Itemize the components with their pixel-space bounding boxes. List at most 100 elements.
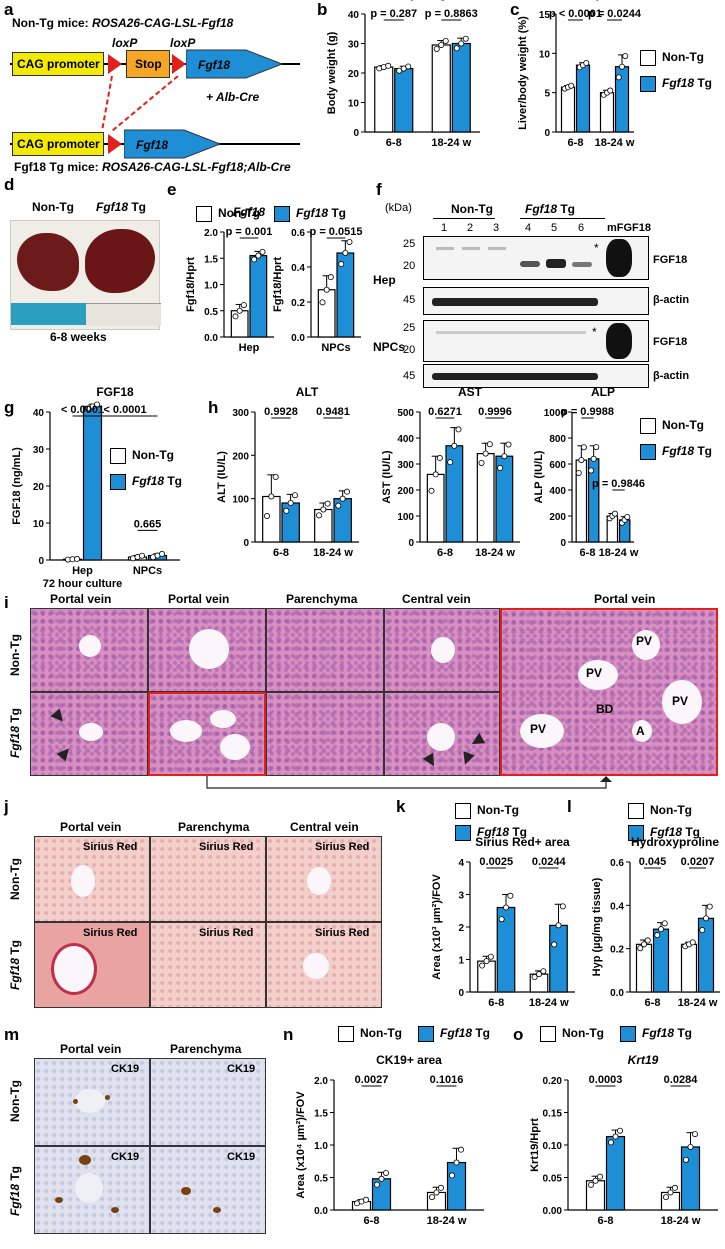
h2-data-point [478,459,485,466]
h2-ytick-label: 400 [397,434,414,445]
h2-y-label: AST (IU/L) [381,450,393,503]
e1-y-label: Fgf18/Hprt [185,257,197,312]
fgf18-arrow: Fgf18 [186,49,284,79]
n-data-point [373,1181,380,1188]
h3-data-point [575,469,582,476]
o-data-point [592,1177,599,1184]
b-ytick-label: 10 [348,99,360,110]
b-ytick-label: 0 [353,128,359,139]
o-data-point [608,1139,615,1146]
o-data-point [692,1131,699,1138]
h1-data-point [324,500,331,507]
e2-data-point [327,274,334,281]
c-pvalue-label: p < 0.0001 [549,8,602,20]
h2-data-point [447,459,454,466]
panel-letter-m: m [4,1025,20,1044]
k-x-tick-label: 18-24 w [529,997,569,1009]
c-ytick-label: 5 [544,89,550,100]
panel-letter-a: a [4,0,14,19]
l-data-point [658,926,665,933]
k-data-point [555,922,562,929]
h3-ytick-label: 400 [549,486,566,497]
b-x-tick-label: 6-8 [386,137,402,149]
he-tg-parenchyma [266,692,384,776]
h2-data-point [505,441,512,448]
h1-data-point [283,507,290,514]
he-histology: Portal vein Portal vein Parenchyma Centr… [0,590,725,795]
c-title: Liver/body wt ratio [542,0,649,1]
h1-x-tick-label: 18-24 w [313,547,353,559]
b-pvalue-label: p = 0.8863 [425,8,478,20]
g-x-tick-label: Hep [72,565,93,577]
g-ytick-label: 40 [33,408,45,419]
h2-title: AST [458,385,483,399]
o-ytick-label: 0.05 [543,1174,563,1185]
e2-data-point [323,286,330,293]
k-data-point [559,903,566,910]
o-x-tick-label: 18-24 w [661,1215,701,1227]
h3-ytick-label: 0 [560,538,566,549]
l-ytick-label: 0.0 [610,988,624,999]
fgf18-arrow-2: Fgf18 [124,129,222,159]
b-data-point [385,62,392,69]
l-bar [680,943,698,993]
sirius-nontg-portal: Sirius Red [34,836,150,922]
sirius-tg-central: Sirius Red [266,922,382,1008]
e2-bar [317,289,336,338]
h1-data-point [268,493,275,500]
n-title: CK19+ area [376,1053,442,1067]
l-data-point [641,941,648,948]
c-bar [560,86,576,133]
tg-mice-line: Fgf18 Tg mice: ROSA26-CAG-LSL-Fgf18;Alb-… [14,160,291,174]
blot-npc-actin [423,364,649,388]
he-tg-central [384,692,500,776]
l-bar [635,943,653,993]
ck19-tg-parenchyma: CK19 [150,1146,266,1234]
h3-ytick-label: 1000 [544,408,567,419]
o-data-point [597,1173,604,1180]
h3-ytick-label: 800 [549,434,566,445]
l-data-point [654,932,661,939]
e2-ytick-label: 0.6 [291,228,305,239]
b-bar [394,67,414,133]
h2-x-tick-label: 18-24 w [475,547,515,559]
h2-data-point [501,453,508,460]
h3-data-point [611,510,618,517]
o-data-point [663,1194,670,1201]
panel-letter-b: b [317,0,328,19]
g-data-point [158,550,165,557]
ck19-nontg-parenchyma: CK19 [150,1058,266,1146]
g-ytick-label: 30 [33,445,45,456]
l-data-point [699,927,706,934]
o-x-tick-label: 6-8 [598,1215,614,1227]
c-data-point [568,82,575,89]
b-title: Body weight [387,0,458,1]
o-y-label: Krt19/Hprt [529,1118,541,1172]
l-ytick-label: 0.6 [610,858,624,869]
o-ytick-label: 0.00 [543,1206,563,1217]
c-data-point [619,63,626,70]
l-data-point [661,920,668,927]
b-x-tick-label: 18-24 w [431,137,471,149]
c-y-label: Liver/body weight (%) [517,16,529,130]
h1-title: ALT [296,385,319,399]
g-pvalue-label: < 0.0001 [61,404,104,416]
h1-ytick-label: 300 [232,408,249,419]
g-title: FGF18 [96,385,134,399]
sirius-red-histology: Portal vein Parenchyma Central vein Non-… [0,818,390,1013]
h1-y-label: ALT (IU/L) [216,451,228,503]
panel-letter-i: i [4,593,9,612]
c-x-tick-label: 6-8 [568,137,584,149]
n-pvalue-label: 0.1016 [430,1074,464,1086]
h1-data-point [263,513,270,520]
sirius-tg-portal: Sirius Red [34,922,150,1008]
k-data-point [483,958,490,965]
c-data-point [607,87,614,94]
g-ytick-label: 20 [33,482,45,493]
stop-box: Stop [126,50,170,78]
panel-letter-c: c [510,0,520,19]
he-nontg-central [384,608,500,692]
g-data-point [74,555,81,562]
panel-letter-j: j [4,797,9,816]
